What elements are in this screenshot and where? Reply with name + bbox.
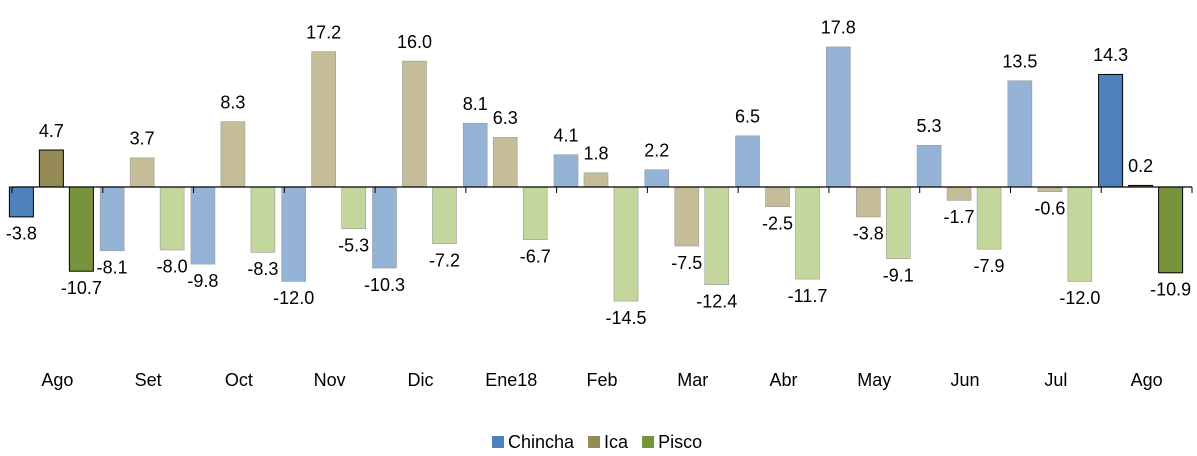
bar [372, 186, 397, 269]
bar [311, 51, 336, 188]
data-label: 17.8 [821, 18, 856, 38]
bar [1098, 73, 1124, 188]
data-label: -8.0 [157, 257, 188, 277]
data-label: 8.1 [463, 94, 488, 114]
bar [341, 186, 366, 230]
data-label: -5.3 [338, 235, 369, 255]
bar [1007, 80, 1033, 188]
data-label: -10.9 [1150, 280, 1191, 300]
bar [281, 186, 306, 282]
bar [220, 121, 246, 188]
bar [704, 186, 730, 285]
data-label: 14.3 [1093, 45, 1128, 65]
data-label: -8.1 [97, 257, 128, 277]
bar [68, 186, 94, 272]
bar [826, 46, 851, 188]
data-label: -10.7 [61, 278, 102, 298]
bar [250, 186, 276, 253]
legend-label: Pisco [658, 432, 702, 452]
data-label: -12.0 [273, 288, 314, 308]
legend-swatch [588, 436, 601, 448]
bar [553, 154, 579, 188]
bar [1158, 186, 1184, 274]
data-label: -12.0 [1059, 288, 1100, 308]
bar [99, 186, 125, 252]
data-label: -9.1 [883, 265, 914, 285]
bar [886, 186, 911, 259]
legend-swatch [492, 436, 504, 448]
legend-label: Chincha [508, 432, 575, 452]
bar [159, 186, 185, 251]
data-label: -11.7 [788, 286, 828, 306]
data-label: -10.3 [364, 275, 405, 295]
x-tick-label: Ene18 [485, 370, 537, 390]
data-label: -9.8 [187, 271, 218, 291]
legend-label: Ica [604, 432, 629, 452]
bar [976, 186, 1002, 250]
bar [38, 149, 64, 188]
x-tick-label: Ago [41, 370, 73, 390]
x-tick-label: Ago [1131, 370, 1163, 390]
bar [735, 135, 760, 188]
data-label: -8.3 [247, 259, 278, 279]
bar [402, 60, 427, 188]
data-label: -7.5 [671, 253, 702, 273]
bar [522, 186, 548, 241]
data-label: 5.3 [917, 116, 942, 136]
data-label: 16.0 [397, 32, 432, 52]
x-tick-label: Oct [225, 370, 253, 390]
data-label: 4.1 [553, 125, 578, 145]
data-label: -6.7 [520, 246, 551, 266]
bar [946, 186, 972, 201]
bar [1067, 186, 1093, 282]
x-tick-label: Abr [770, 370, 798, 390]
bar [432, 186, 457, 244]
data-label: -7.9 [974, 256, 1005, 276]
data-label: 17.2 [306, 22, 341, 42]
x-tick-label: Nov [314, 370, 346, 390]
data-label: -0.6 [1034, 198, 1065, 218]
x-tick-label: Feb [586, 370, 617, 390]
x-tick-label: Dic [407, 370, 433, 390]
bar [916, 144, 942, 188]
data-label: 1.8 [583, 144, 608, 164]
legend-swatch [642, 436, 655, 448]
x-tick-label: Jun [951, 370, 980, 390]
data-label: 6.3 [493, 108, 518, 128]
x-tick-label: Set [135, 370, 162, 390]
data-label: 2.2 [644, 140, 669, 160]
bar [644, 169, 670, 188]
bar [765, 186, 790, 207]
data-label: -7.2 [429, 250, 460, 270]
data-label: -2.5 [762, 213, 793, 233]
bar [1037, 186, 1063, 193]
x-tick-label: Mar [677, 370, 708, 390]
data-label: 4.7 [39, 121, 64, 141]
x-tick-label: Jul [1044, 370, 1067, 390]
data-label: 8.3 [220, 92, 245, 112]
bar [190, 186, 216, 265]
bar [583, 172, 609, 188]
data-label: 0.2 [1128, 156, 1153, 176]
bar [674, 186, 700, 247]
data-label: -3.8 [6, 224, 37, 244]
data-label: -1.7 [944, 207, 975, 227]
bar [462, 122, 488, 188]
bar [129, 157, 155, 188]
bar [8, 186, 34, 218]
data-label: 6.5 [735, 107, 760, 127]
data-label: -3.8 [853, 224, 884, 244]
bar [492, 137, 518, 188]
data-label: -12.4 [696, 291, 737, 311]
bar [795, 186, 820, 280]
bar [613, 186, 639, 302]
x-tick-label: May [857, 370, 891, 390]
data-label: 13.5 [1002, 52, 1037, 72]
bar [856, 186, 881, 218]
data-label: -14.5 [605, 308, 646, 328]
data-label: 3.7 [130, 129, 155, 149]
